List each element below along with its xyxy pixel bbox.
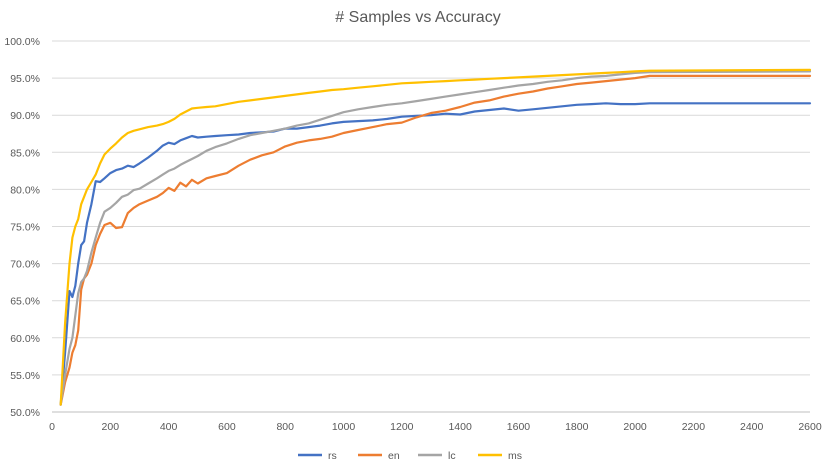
- y-tick-label: 80.0%: [10, 184, 40, 196]
- x-tick-label: 2600: [798, 421, 822, 433]
- x-tick-label: 1600: [507, 421, 531, 433]
- x-tick-label: 800: [276, 421, 294, 433]
- x-axis-tick-labels: 0 200 400 600 800 1000 1200 1400 1600 1800 2000 220…: [49, 421, 822, 433]
- y-tick-label: 90.0%: [10, 110, 40, 122]
- x-tick-label: 1800: [565, 421, 589, 433]
- x-tick-label: 400: [160, 421, 178, 433]
- x-tick-label: 200: [102, 421, 120, 433]
- x-tick-label: 2200: [682, 421, 706, 433]
- x-tick-label: 1200: [390, 421, 414, 433]
- series-line-lc: [59, 70, 812, 406]
- legend-label: en: [388, 450, 400, 462]
- x-tick-label: 2000: [623, 421, 647, 433]
- y-tick-label: 60.0%: [10, 333, 40, 345]
- y-tick-label: 65.0%: [10, 296, 40, 308]
- x-tick-label: 1400: [448, 421, 472, 433]
- x-tick-label: 600: [218, 421, 236, 433]
- legend-item-ms: ms: [478, 450, 522, 462]
- x-tick-label: 0: [49, 421, 55, 433]
- legend: rs en lc ms: [298, 450, 522, 462]
- legend-label: rs: [328, 450, 337, 462]
- y-tick-label: 100.0%: [4, 36, 40, 48]
- y-tick-label: 55.0%: [10, 370, 40, 382]
- legend-item-en: en: [358, 450, 400, 462]
- y-tick-label: 50.0%: [10, 407, 40, 419]
- y-tick-label: 95.0%: [10, 73, 40, 85]
- legend-item-lc: lc: [418, 450, 456, 462]
- x-tick-label: 1000: [332, 421, 356, 433]
- legend-label: ms: [508, 450, 522, 462]
- x-tick-label: 2400: [740, 421, 764, 433]
- legend-label: lc: [448, 450, 456, 462]
- series-line-en: [59, 74, 812, 406]
- y-axis-tick-labels: 50.0% 55.0% 60.0% 65.0% 70.0% 75.0% 80.0% 85.0%…: [4, 36, 40, 419]
- y-tick-label: 75.0%: [10, 222, 40, 234]
- y-tick-label: 70.0%: [10, 259, 40, 271]
- series-lines: [59, 68, 812, 406]
- legend-item-rs: rs: [298, 450, 337, 462]
- series-line-ms: [59, 68, 812, 406]
- chart-title: # Samples vs Accuracy: [335, 9, 500, 26]
- series-line-rs: [59, 102, 812, 406]
- gridlines: [52, 40, 810, 376]
- y-tick-label: 85.0%: [10, 147, 40, 159]
